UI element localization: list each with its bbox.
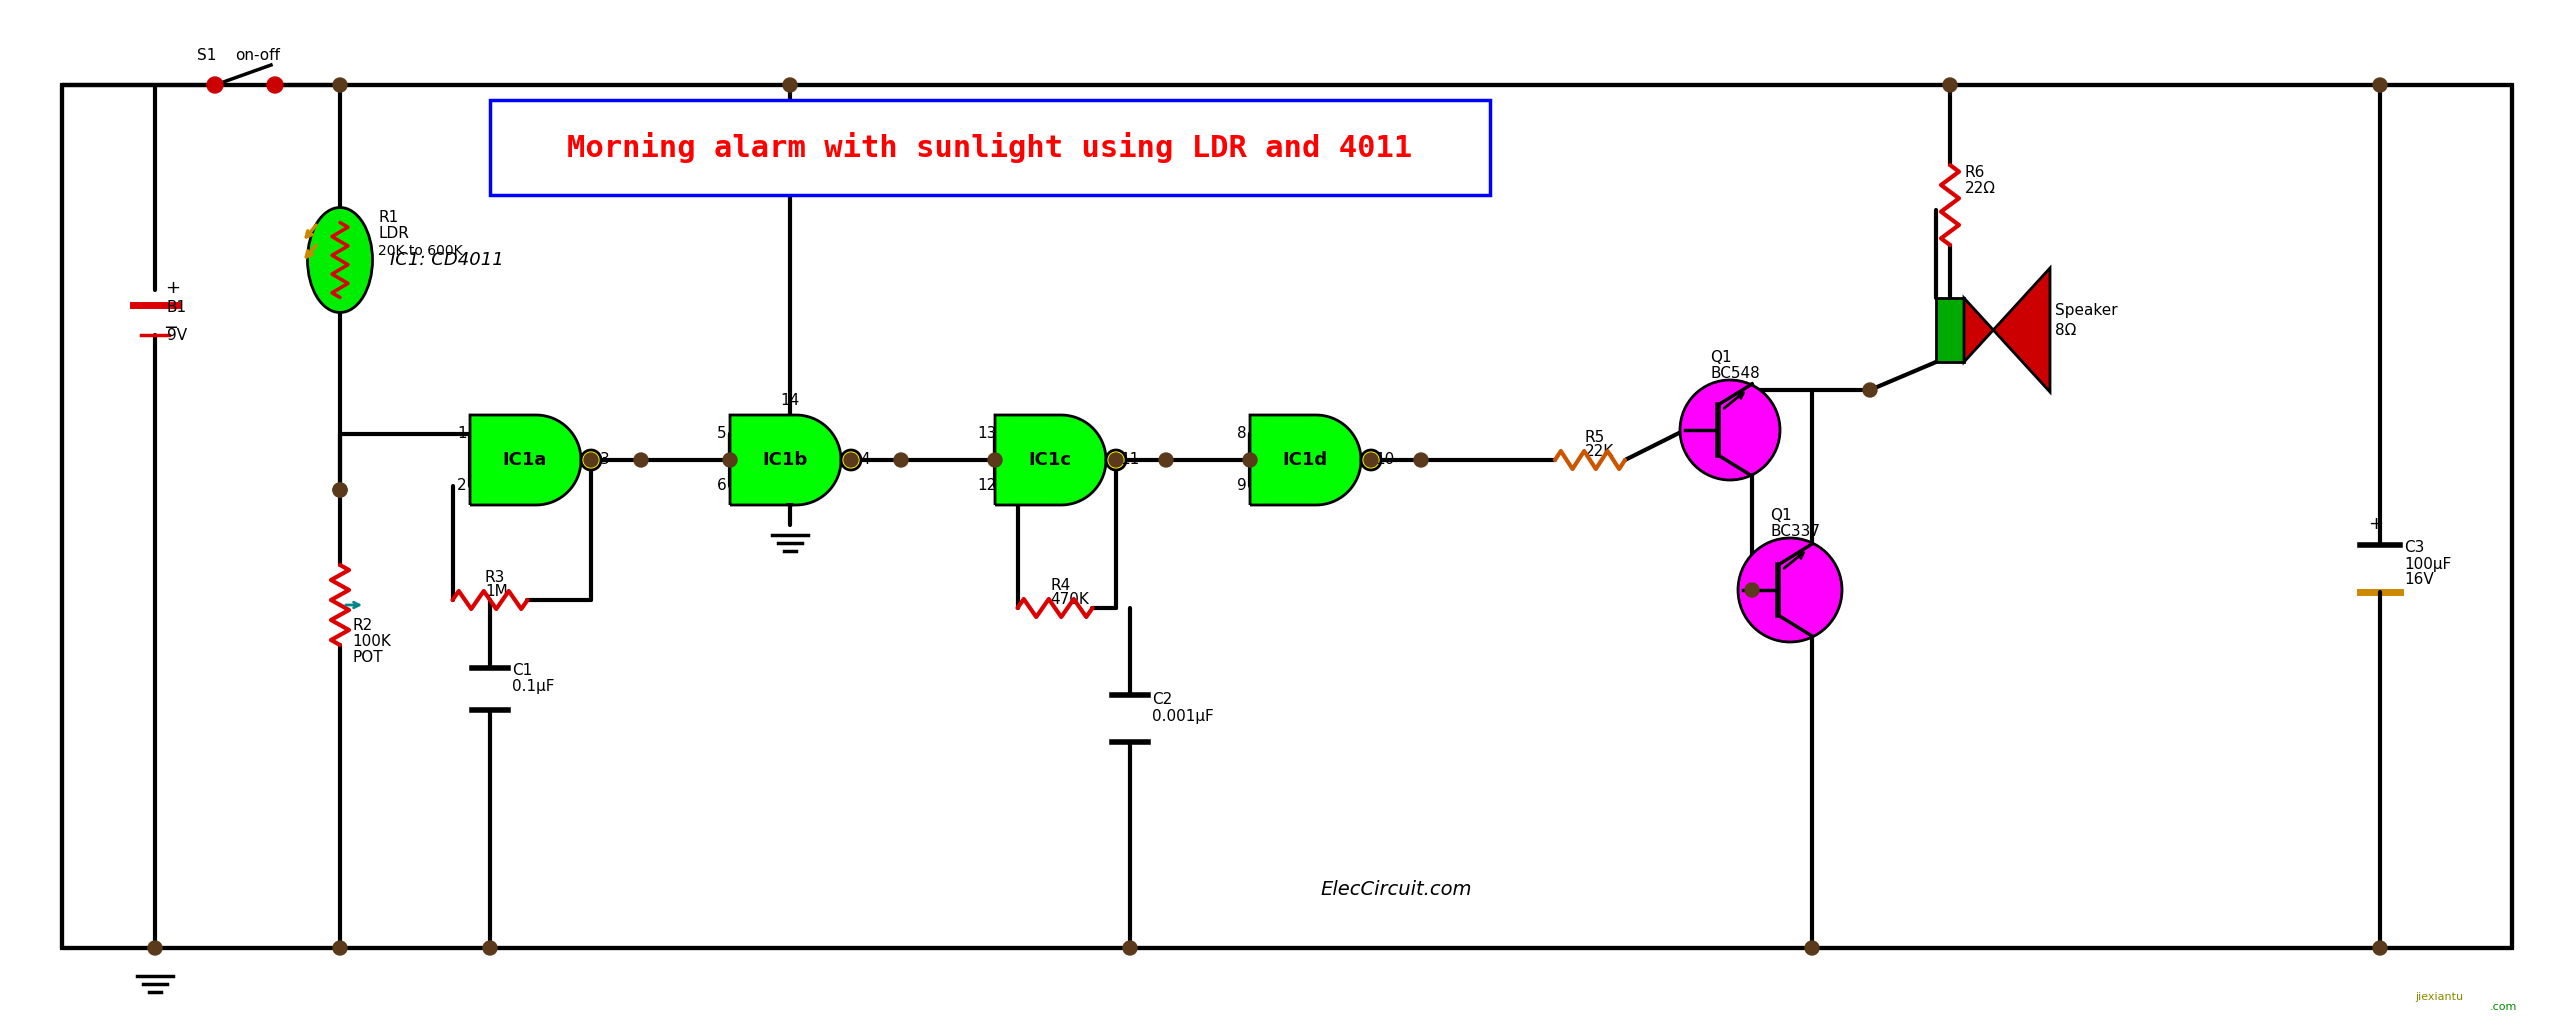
Text: 10: 10 xyxy=(1376,452,1394,468)
Text: R1: R1 xyxy=(378,210,399,225)
Circle shape xyxy=(895,453,908,467)
PathPatch shape xyxy=(1250,415,1361,505)
Circle shape xyxy=(332,483,347,497)
Circle shape xyxy=(1106,450,1127,470)
Text: 22Ω: 22Ω xyxy=(1965,181,1996,196)
Text: 2: 2 xyxy=(458,478,466,493)
Circle shape xyxy=(149,941,162,955)
Text: 1M: 1M xyxy=(486,584,507,599)
Circle shape xyxy=(267,77,283,93)
Text: BC548: BC548 xyxy=(1710,366,1759,381)
Circle shape xyxy=(1124,941,1137,955)
Polygon shape xyxy=(1965,268,2050,392)
Text: 12: 12 xyxy=(977,478,995,493)
Circle shape xyxy=(988,453,1003,467)
Text: 3: 3 xyxy=(599,452,610,468)
Text: R3: R3 xyxy=(486,570,504,585)
Text: 20K to 600K: 20K to 600K xyxy=(378,244,463,258)
Ellipse shape xyxy=(309,208,373,313)
Circle shape xyxy=(1806,941,1818,955)
Circle shape xyxy=(2374,78,2387,91)
Text: IC1b: IC1b xyxy=(761,451,808,469)
Text: ElecCircuit.com: ElecCircuit.com xyxy=(1319,880,1471,900)
Circle shape xyxy=(1361,450,1381,470)
Text: IC1: CD4011: IC1: CD4011 xyxy=(391,251,504,269)
Text: 1: 1 xyxy=(458,427,466,441)
Circle shape xyxy=(484,941,496,955)
Text: R2: R2 xyxy=(352,618,373,633)
Text: Q1: Q1 xyxy=(1710,350,1731,365)
Circle shape xyxy=(1363,453,1379,467)
Text: R5: R5 xyxy=(1584,430,1605,445)
Text: 16V: 16V xyxy=(2405,573,2433,587)
Text: Q1: Q1 xyxy=(1770,508,1793,523)
Circle shape xyxy=(841,450,862,470)
Text: 100μF: 100μF xyxy=(2405,556,2451,572)
Text: 22K: 22K xyxy=(1584,444,1615,458)
FancyBboxPatch shape xyxy=(1937,298,1965,362)
Circle shape xyxy=(1680,380,1780,480)
Text: Speaker: Speaker xyxy=(2055,303,2117,318)
Text: LDR: LDR xyxy=(378,226,409,241)
Text: 8Ω: 8Ω xyxy=(2055,323,2076,338)
Text: C1: C1 xyxy=(512,663,532,678)
Text: 0.001μF: 0.001μF xyxy=(1152,708,1214,724)
Circle shape xyxy=(1242,453,1258,467)
Text: Morning alarm with sunlight using LDR and 4011: Morning alarm with sunlight using LDR an… xyxy=(568,132,1412,163)
Text: 6: 6 xyxy=(718,478,728,493)
Circle shape xyxy=(332,483,347,497)
FancyBboxPatch shape xyxy=(491,100,1489,195)
PathPatch shape xyxy=(995,415,1106,505)
Circle shape xyxy=(1415,453,1427,467)
Circle shape xyxy=(1109,453,1124,467)
FancyBboxPatch shape xyxy=(62,85,2513,948)
Text: R6: R6 xyxy=(1965,166,1986,180)
Text: 11: 11 xyxy=(1121,452,1139,468)
Circle shape xyxy=(844,453,859,467)
Text: +: + xyxy=(2369,515,2384,533)
Text: 100K: 100K xyxy=(352,634,391,649)
Circle shape xyxy=(581,450,602,470)
Text: S1: S1 xyxy=(198,48,216,63)
Text: 14: 14 xyxy=(779,393,800,408)
Text: POT: POT xyxy=(352,650,383,665)
Text: 4: 4 xyxy=(859,452,869,468)
PathPatch shape xyxy=(730,415,841,505)
Circle shape xyxy=(206,77,224,93)
Text: BC337: BC337 xyxy=(1770,524,1821,539)
Text: 9V: 9V xyxy=(167,328,188,343)
Circle shape xyxy=(723,453,738,467)
Text: IC1c: IC1c xyxy=(1029,451,1073,469)
Text: 0.1μF: 0.1μF xyxy=(512,680,556,694)
Circle shape xyxy=(332,78,347,91)
Circle shape xyxy=(1160,453,1173,467)
Circle shape xyxy=(332,941,347,955)
Text: C3: C3 xyxy=(2405,541,2425,555)
Text: 8: 8 xyxy=(1237,427,1247,441)
Text: −: − xyxy=(162,319,177,337)
Circle shape xyxy=(782,78,797,91)
Text: .com: .com xyxy=(2490,1002,2518,1012)
Text: IC1a: IC1a xyxy=(502,451,548,469)
Text: IC1d: IC1d xyxy=(1283,451,1327,469)
Text: R4: R4 xyxy=(1049,578,1070,593)
Circle shape xyxy=(1942,78,1957,91)
Circle shape xyxy=(584,453,599,467)
Text: +: + xyxy=(165,279,180,297)
Circle shape xyxy=(1739,538,1842,642)
Text: B1: B1 xyxy=(167,300,188,315)
Circle shape xyxy=(2374,941,2387,955)
Text: 7: 7 xyxy=(784,503,795,518)
Circle shape xyxy=(1744,583,1759,597)
Text: 9: 9 xyxy=(1237,478,1247,493)
Text: on-off: on-off xyxy=(234,48,280,63)
Text: 470K: 470K xyxy=(1049,592,1088,607)
PathPatch shape xyxy=(471,415,581,505)
Text: 13: 13 xyxy=(977,427,998,441)
Circle shape xyxy=(635,453,648,467)
Circle shape xyxy=(1862,383,1878,397)
Text: 5: 5 xyxy=(718,427,728,441)
Text: jiexiantu: jiexiantu xyxy=(2415,992,2464,1002)
Text: C2: C2 xyxy=(1152,693,1173,707)
